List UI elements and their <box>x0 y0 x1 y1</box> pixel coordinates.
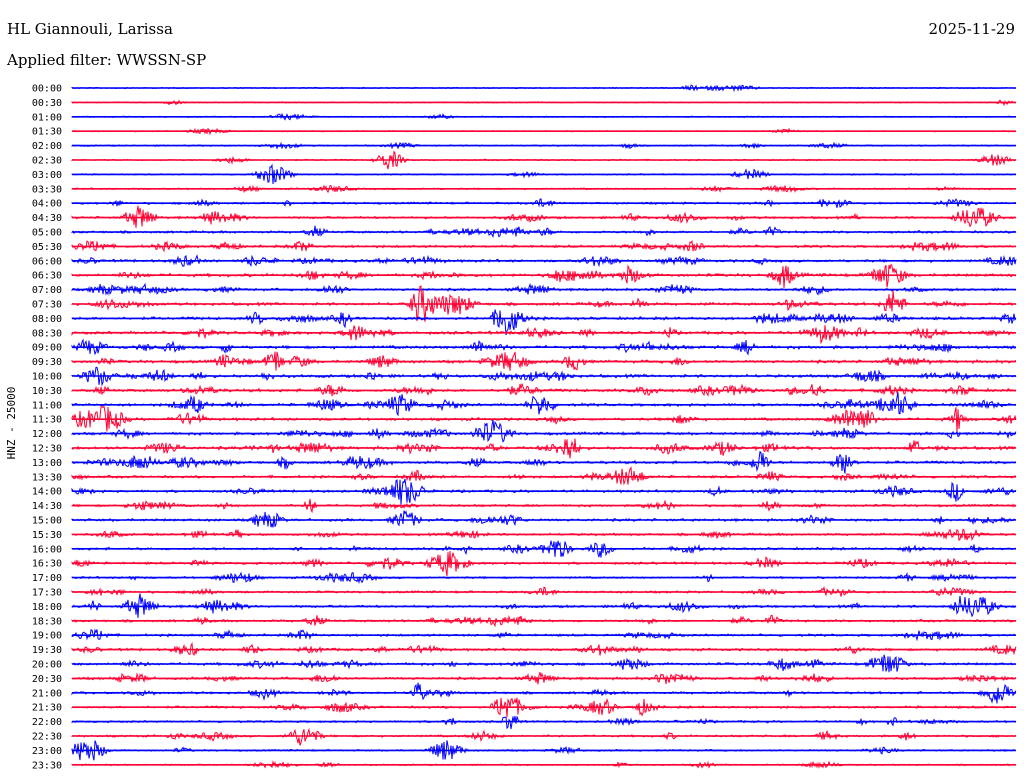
station-title: HL Giannouli, Larissa <box>7 20 173 38</box>
row-time-label: 19:30 <box>32 645 62 656</box>
row-time-label: 17:00 <box>32 573 62 584</box>
row-time-label: 07:30 <box>32 300 62 311</box>
row-time-label: 00:00 <box>32 84 62 95</box>
row-time-label: 11:00 <box>32 400 62 411</box>
row-time-label: 07:00 <box>32 285 62 296</box>
row-time-label: 12:00 <box>32 429 62 440</box>
row-time-label: 14:30 <box>32 501 62 512</box>
row-time-label: 04:00 <box>32 199 62 210</box>
row-time-label: 02:30 <box>32 156 62 167</box>
trace-row <box>71 715 1017 730</box>
row-time-label: 22:30 <box>32 732 62 743</box>
row-time-label: 15:00 <box>32 516 62 527</box>
row-time-label: 15:30 <box>32 530 62 541</box>
row-time-label: 17:30 <box>32 588 62 599</box>
row-time-label: 23:30 <box>32 760 62 771</box>
row-time-label: 05:30 <box>32 242 62 253</box>
row-time-label: 01:00 <box>32 112 62 123</box>
row-time-label: 10:30 <box>32 386 62 397</box>
y-axis-label: HNZ - 25000 <box>5 387 18 460</box>
row-time-label: 19:00 <box>32 631 62 642</box>
row-time-label: 06:00 <box>32 256 62 267</box>
row-time-label: 20:30 <box>32 674 62 685</box>
row-time-label: 20:00 <box>32 660 62 671</box>
row-time-label: 10:00 <box>32 372 62 383</box>
date-label: 2025-11-29 <box>928 20 1015 38</box>
row-time-label: 13:30 <box>32 472 62 483</box>
row-time-label: 18:00 <box>32 602 62 613</box>
row-time-label: 09:30 <box>32 357 62 368</box>
row-time-label: 11:30 <box>32 415 62 426</box>
trace-row <box>71 419 1017 443</box>
trace-row <box>71 263 1017 289</box>
row-time-label: 05:00 <box>32 228 62 239</box>
row-time-label: 01:30 <box>32 127 62 138</box>
trace-row <box>71 510 1017 528</box>
row-time-label: 21:00 <box>32 688 62 699</box>
row-time-label: 14:00 <box>32 487 62 498</box>
trace-row <box>71 392 1017 417</box>
row-time-label: 04:30 <box>32 213 62 224</box>
row-time-label: 16:00 <box>32 544 62 555</box>
row-time-label: 06:30 <box>32 271 62 282</box>
row-time-label: 23:00 <box>32 746 62 757</box>
row-time-label: 00:30 <box>32 98 62 109</box>
row-time-label: 08:00 <box>32 314 62 325</box>
trace-row <box>71 727 1017 746</box>
row-time-label: 12:30 <box>32 444 62 455</box>
filter-label: Applied filter: WWSSN-SP <box>7 51 207 69</box>
row-time-label: 16:30 <box>32 559 62 570</box>
row-time-label: 03:30 <box>32 184 62 195</box>
row-time-label: 09:00 <box>32 343 62 354</box>
row-time-label: 21:30 <box>32 703 62 714</box>
trace-row <box>71 325 1017 345</box>
row-time-label: 22:00 <box>32 717 62 728</box>
row-time-label: 13:00 <box>32 458 62 469</box>
row-time-label: 18:30 <box>32 616 62 627</box>
helicorder-rows: 00:00 00:30 01:00 01:30 02:00 02:30 03:00 03:30… <box>32 84 1017 771</box>
row-time-label: 02:00 <box>32 141 62 152</box>
row-time-label: 08:30 <box>32 328 62 339</box>
row-time-label: 03:00 <box>32 170 62 181</box>
